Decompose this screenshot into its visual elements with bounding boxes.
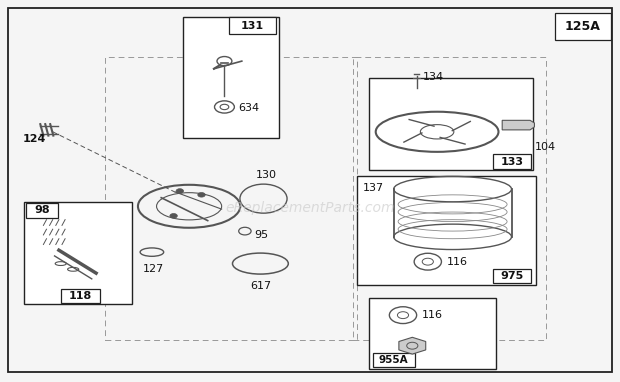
- Text: 133: 133: [500, 157, 524, 167]
- Bar: [105, 57, 356, 340]
- Bar: [353, 57, 546, 340]
- Text: 118: 118: [69, 291, 92, 301]
- Bar: [373, 353, 415, 367]
- Bar: [183, 17, 279, 138]
- Bar: [369, 298, 496, 369]
- Text: 104: 104: [534, 142, 556, 152]
- Circle shape: [170, 214, 177, 218]
- Text: 137: 137: [363, 183, 384, 193]
- Text: 116: 116: [446, 257, 467, 267]
- Circle shape: [176, 189, 184, 193]
- Text: 95: 95: [254, 230, 268, 240]
- Text: 116: 116: [422, 310, 443, 320]
- Text: 131: 131: [241, 21, 264, 31]
- Bar: [229, 17, 276, 34]
- Text: 634: 634: [239, 103, 260, 113]
- Circle shape: [198, 193, 205, 197]
- Text: 124: 124: [22, 134, 46, 144]
- Text: 130: 130: [256, 170, 277, 180]
- Bar: [493, 154, 531, 169]
- Text: 617: 617: [250, 281, 271, 291]
- Text: 975: 975: [500, 271, 524, 281]
- Bar: [493, 269, 531, 283]
- Bar: [61, 289, 100, 303]
- Text: 134: 134: [423, 72, 444, 82]
- Text: 98: 98: [34, 206, 50, 215]
- Bar: [369, 78, 533, 170]
- Polygon shape: [502, 120, 534, 130]
- Text: 125A: 125A: [565, 20, 601, 33]
- Text: 955A: 955A: [379, 355, 409, 365]
- Text: eReplacementParts.com: eReplacementParts.com: [225, 201, 395, 215]
- Bar: [24, 202, 132, 304]
- Bar: [356, 176, 536, 285]
- Bar: [555, 13, 611, 40]
- Polygon shape: [399, 337, 426, 354]
- Bar: [26, 203, 58, 218]
- Text: 127: 127: [143, 264, 164, 274]
